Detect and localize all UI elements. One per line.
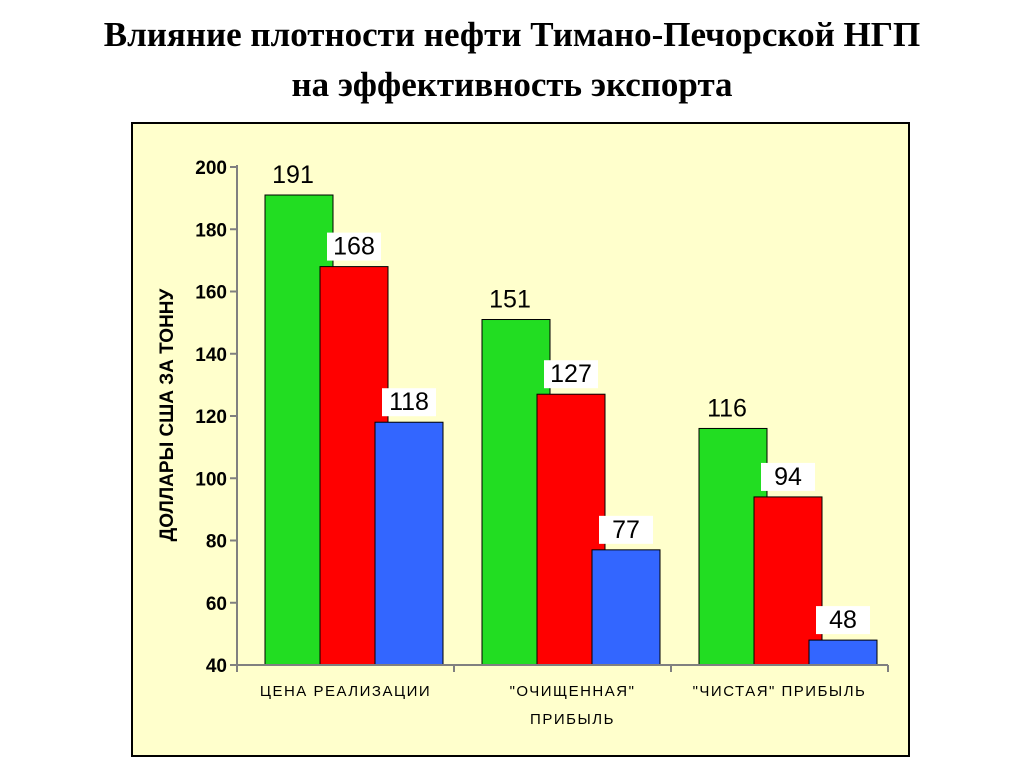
- plot-area: 191 151 116 168 127 94 118 77 48 40 60 80 100 120 140 1…: [195, 158, 889, 728]
- data-label: 48: [829, 606, 857, 634]
- x-category-label: ЦЕНА РЕАЛИЗАЦИИ: [260, 683, 431, 700]
- x-category-label: "ОЧИЩЕННАЯ": [510, 683, 636, 700]
- bar: [374, 421, 444, 666]
- data-label: 77: [612, 516, 640, 544]
- x-category-label: ПРИБЫЛЬ: [530, 711, 615, 728]
- slide-title-line-2: на эффективность экспорта: [291, 65, 733, 104]
- data-label-background: [544, 360, 598, 389]
- y-tick-label: 180: [195, 220, 227, 241]
- y-tick-label: 80: [206, 532, 227, 553]
- data-label: 191: [272, 161, 314, 189]
- slide-title: Влияние плотности нефти Тимано-Печорской…: [0, 10, 1024, 110]
- data-label: 94: [774, 463, 802, 491]
- data-label: 116: [707, 394, 747, 422]
- data-label-background: [327, 232, 381, 261]
- y-tick-label: 40: [206, 656, 227, 677]
- bar: [753, 496, 823, 666]
- y-axis-title-group: ДОЛЛАРЫ США ЗА ТОННУ: [157, 288, 178, 541]
- data-label: 127: [550, 360, 592, 388]
- x-category-label: "ЧИСТАЯ" ПРИБЫЛЬ: [693, 683, 867, 700]
- data-label: 168: [333, 233, 375, 261]
- data-label: 151: [489, 286, 531, 314]
- y-tick-label: 60: [206, 594, 227, 615]
- y-tick-label: 100: [195, 469, 227, 490]
- y-tick-label: 140: [195, 345, 227, 366]
- slide-title-line-1: Влияние плотности нефти Тимано-Печорской…: [103, 15, 921, 54]
- bar: [591, 549, 661, 666]
- y-axis-title: ДОЛЛАРЫ США ЗА ТОННУ: [157, 288, 178, 541]
- y-tick-label: 120: [195, 407, 227, 428]
- data-label-background: [599, 515, 653, 544]
- data-label-background: [816, 606, 870, 635]
- data-label-background: [761, 462, 815, 491]
- bar: [808, 639, 878, 666]
- data-label-background: [382, 388, 436, 417]
- y-tick-label: 160: [195, 283, 227, 304]
- y-tick-label: 200: [195, 158, 227, 179]
- data-label: 118: [389, 388, 429, 416]
